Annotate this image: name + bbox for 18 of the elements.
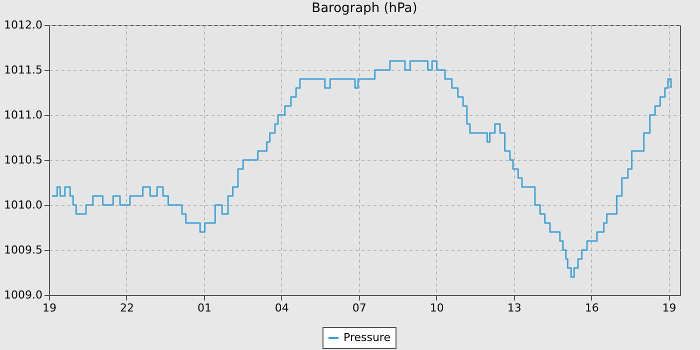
x-tick-label: 13 [507,302,522,314]
x-tick-label: 19 [42,302,56,314]
x-tick-label: 19 [662,302,676,314]
y-tick-label: 1009.0 [4,288,42,302]
x-tick-label: 16 [584,302,599,314]
x-tick-label: 22 [120,302,134,314]
chart-title: Barograph (hPa) [312,1,418,16]
legend-label: Pressure [344,331,391,344]
x-tick-label: 01 [197,302,212,314]
y-tick-label: 1010.0 [4,198,42,212]
y-tick-label: 1011.0 [4,108,42,122]
y-tick-label: 1010.5 [4,154,42,166]
x-tick-label: 07 [352,302,366,314]
x-tick-label: 04 [274,302,289,314]
x-tick-label: 10 [430,302,444,314]
y-tick-label: 1012.0 [4,18,42,32]
y-tick-label: 1011.5 [4,64,42,76]
y-tick-label: 1009.5 [4,244,42,256]
